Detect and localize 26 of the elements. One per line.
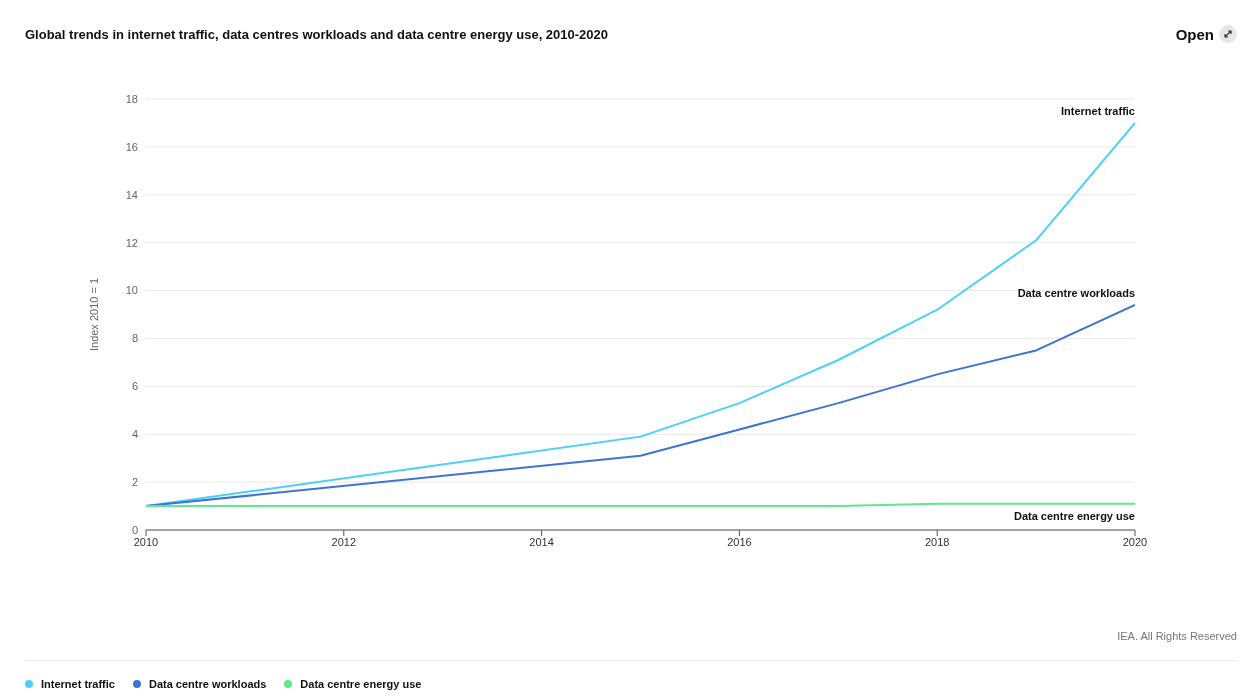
y-tick-label: 8	[131, 332, 138, 345]
y-tick-label: 0	[131, 523, 138, 536]
x-tick-label: 2018	[924, 535, 950, 548]
y-axis-title: Index 2010 = 1	[87, 277, 100, 352]
y-tick-label: 2	[131, 476, 138, 489]
chart-title: Global trends in internet traffic, data centres workloads and data centre energy use, 2010-2020	[25, 27, 609, 42]
y-tick-label: 6	[131, 380, 138, 393]
y-tick-label: 16	[125, 140, 138, 153]
y-tick-label: 12	[125, 236, 138, 249]
legend-label: Data centre energy use	[300, 678, 422, 690]
text: Data centre energy use	[1013, 509, 1135, 522]
y-tick-label: 14	[125, 188, 138, 201]
x-tick-label: 2014	[529, 535, 554, 548]
legend-label: Data centre workloads	[148, 678, 267, 690]
x-tick-label: 2010	[133, 535, 159, 548]
y-tick-label: 4	[131, 428, 138, 441]
y-tick-label: 18	[125, 92, 138, 105]
legend-label: Internet traffic	[41, 678, 115, 690]
text: IEA. All Rights Reserved	[1117, 630, 1237, 642]
x-tick-label: 2012	[331, 535, 357, 548]
y-tick-label: 10	[125, 284, 138, 297]
text: Internet traffic	[1061, 104, 1135, 117]
text: Data centre workloads	[1017, 286, 1135, 299]
x-tick-label: 2016	[727, 535, 752, 548]
x-tick-label: 2020	[1122, 535, 1148, 548]
text: Open	[1175, 25, 1214, 43]
